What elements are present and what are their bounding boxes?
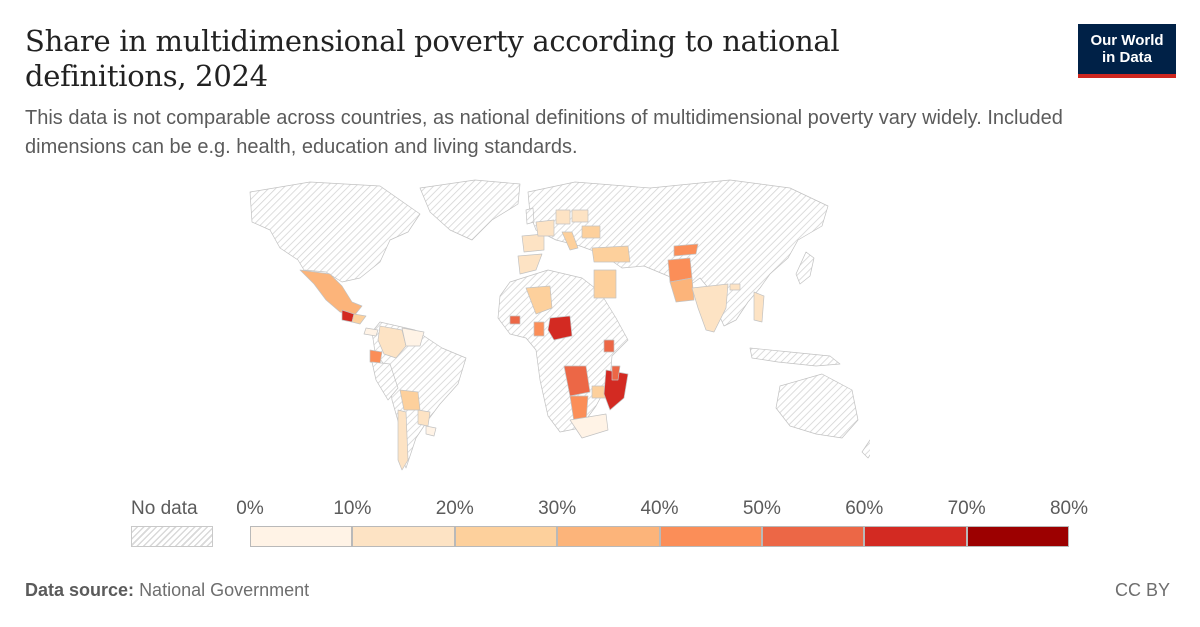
- country-kazakhstan-region: [673, 243, 699, 257]
- south-america-shape: [371, 321, 467, 469]
- country-uruguay: [425, 425, 437, 437]
- data-source: Data source: National Government: [25, 580, 309, 601]
- license-link[interactable]: CC BY: [1114, 580, 1170, 600]
- country-mali: [525, 285, 553, 315]
- country-ghana: [533, 321, 545, 337]
- country-sierra-leone: [509, 315, 521, 325]
- country-chile: [397, 409, 409, 471]
- country-italy: [561, 231, 579, 251]
- data-source-label: Data source:: [25, 580, 135, 600]
- legend-tick-label: 0%: [236, 498, 264, 519]
- country-paraguay: [417, 409, 431, 427]
- japan-shape: [795, 251, 815, 285]
- legend-bin-2[interactable]: [454, 526, 558, 547]
- country-morocco: [517, 253, 543, 275]
- country-pakistan: [669, 277, 695, 303]
- logo-line-1: Our World: [1090, 32, 1164, 49]
- data-source-value[interactable]: National Government: [139, 580, 310, 600]
- country-honduras: [351, 313, 367, 325]
- legend-bin-0[interactable]: [250, 526, 353, 547]
- country-angola: [563, 365, 591, 397]
- country-colombia: [377, 325, 407, 359]
- north-america-shape: [249, 181, 421, 283]
- country-nigeria: [547, 315, 573, 341]
- country-mozambique: [603, 369, 629, 411]
- logo-line-2: in Data: [1101, 49, 1152, 66]
- legend-bin-5[interactable]: [761, 526, 865, 547]
- chart-title: Share in multidimensional poverty accord…: [25, 24, 840, 93]
- country-rwanda: [603, 339, 615, 353]
- legend-tick-label: 80%: [1049, 498, 1089, 519]
- legend-tick-label: 60%: [845, 498, 884, 519]
- australia-shape: [775, 373, 859, 439]
- country-india: [691, 283, 729, 333]
- country-bhutan: [729, 283, 741, 291]
- legend-tick-label: 70%: [947, 498, 986, 519]
- chart-subtitle: This data is not comparable across count…: [25, 107, 1063, 158]
- country-germany: [555, 209, 571, 225]
- legend-tick-label: 20%: [435, 498, 474, 519]
- country-south-africa: [569, 413, 609, 439]
- country-romania: [581, 225, 601, 239]
- legend-bin-4[interactable]: [659, 526, 762, 547]
- legend-bin-3[interactable]: [557, 526, 660, 547]
- country-vietnam: [753, 291, 765, 323]
- legend-tick-label: 40%: [640, 498, 679, 519]
- country-turkey: [591, 245, 631, 263]
- country-france: [535, 219, 555, 237]
- legend-bin-6[interactable]: [864, 526, 967, 547]
- legend-bin-7[interactable]: [966, 526, 1069, 547]
- country-panama: [363, 327, 379, 337]
- legend-bin-1[interactable]: [352, 526, 455, 547]
- legend-tick-label: 10%: [333, 498, 372, 519]
- country-egypt: [593, 269, 617, 299]
- greenland-shape: [419, 179, 521, 241]
- country-mexico: [299, 269, 363, 317]
- country-spain: [521, 233, 545, 253]
- country-venezuela: [401, 327, 425, 347]
- legend-tick-label: 50%: [742, 498, 781, 519]
- country-peru: [371, 361, 399, 401]
- uk-shape: [525, 207, 535, 225]
- indonesia-shape: [749, 347, 841, 367]
- legend-no-data-swatch: [131, 526, 213, 547]
- new-zealand-shape: [861, 439, 870, 459]
- country-poland: [571, 209, 589, 223]
- world-map: [249, 179, 870, 471]
- legend-tick-label: 30%: [538, 498, 577, 519]
- owid-logo[interactable]: Our World in Data: [1078, 24, 1176, 78]
- legend-no-data-label: No data: [131, 498, 198, 519]
- country-malawi: [611, 365, 621, 381]
